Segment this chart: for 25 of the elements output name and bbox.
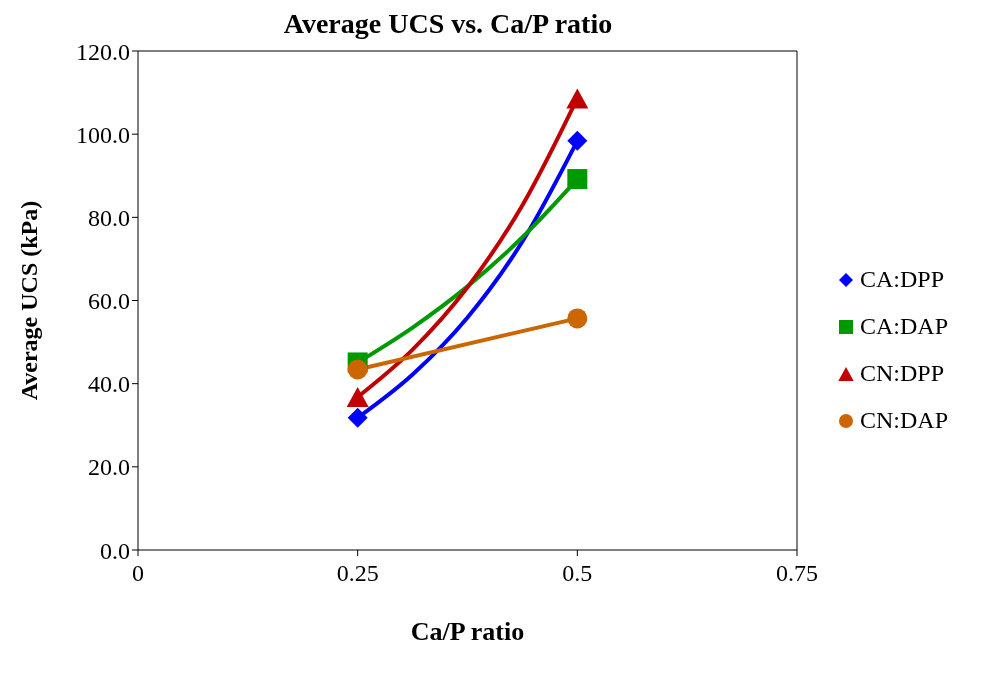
point — [566, 88, 589, 109]
legend-label: CN:DPP — [860, 360, 945, 387]
legend-label: CA:DPP — [860, 266, 945, 293]
x-tick-label: 0.25 — [336, 560, 379, 587]
point — [567, 308, 588, 329]
y-tick-label: 100.0 — [76, 121, 130, 148]
x-tick-label: 0.75 — [776, 560, 818, 587]
point — [346, 386, 369, 407]
y-tick-label: 120.0 — [76, 38, 130, 65]
y-tick-label: 60.0 — [88, 288, 130, 315]
x-tick-label: 0.5 — [562, 560, 593, 587]
y-tick-label: 20.0 — [88, 454, 130, 481]
point — [567, 130, 588, 151]
chart-title: Average UCS vs. Ca/P ratio — [282, 8, 614, 40]
y-tick-label: 80.0 — [88, 204, 130, 231]
point — [567, 169, 588, 190]
legend-label: CA:DAP — [860, 313, 949, 340]
point — [347, 359, 368, 380]
legend-label: CN:DAP — [860, 407, 949, 434]
x-axis-title: Ca/P ratio — [410, 617, 525, 646]
point — [347, 407, 368, 428]
y-tick-label: 40.0 — [88, 371, 130, 398]
y-axis-title: Average UCS (kPa) — [15, 200, 42, 401]
y-tick-label: 0.0 — [100, 537, 130, 564]
x-tick-label: 0 — [132, 560, 144, 587]
